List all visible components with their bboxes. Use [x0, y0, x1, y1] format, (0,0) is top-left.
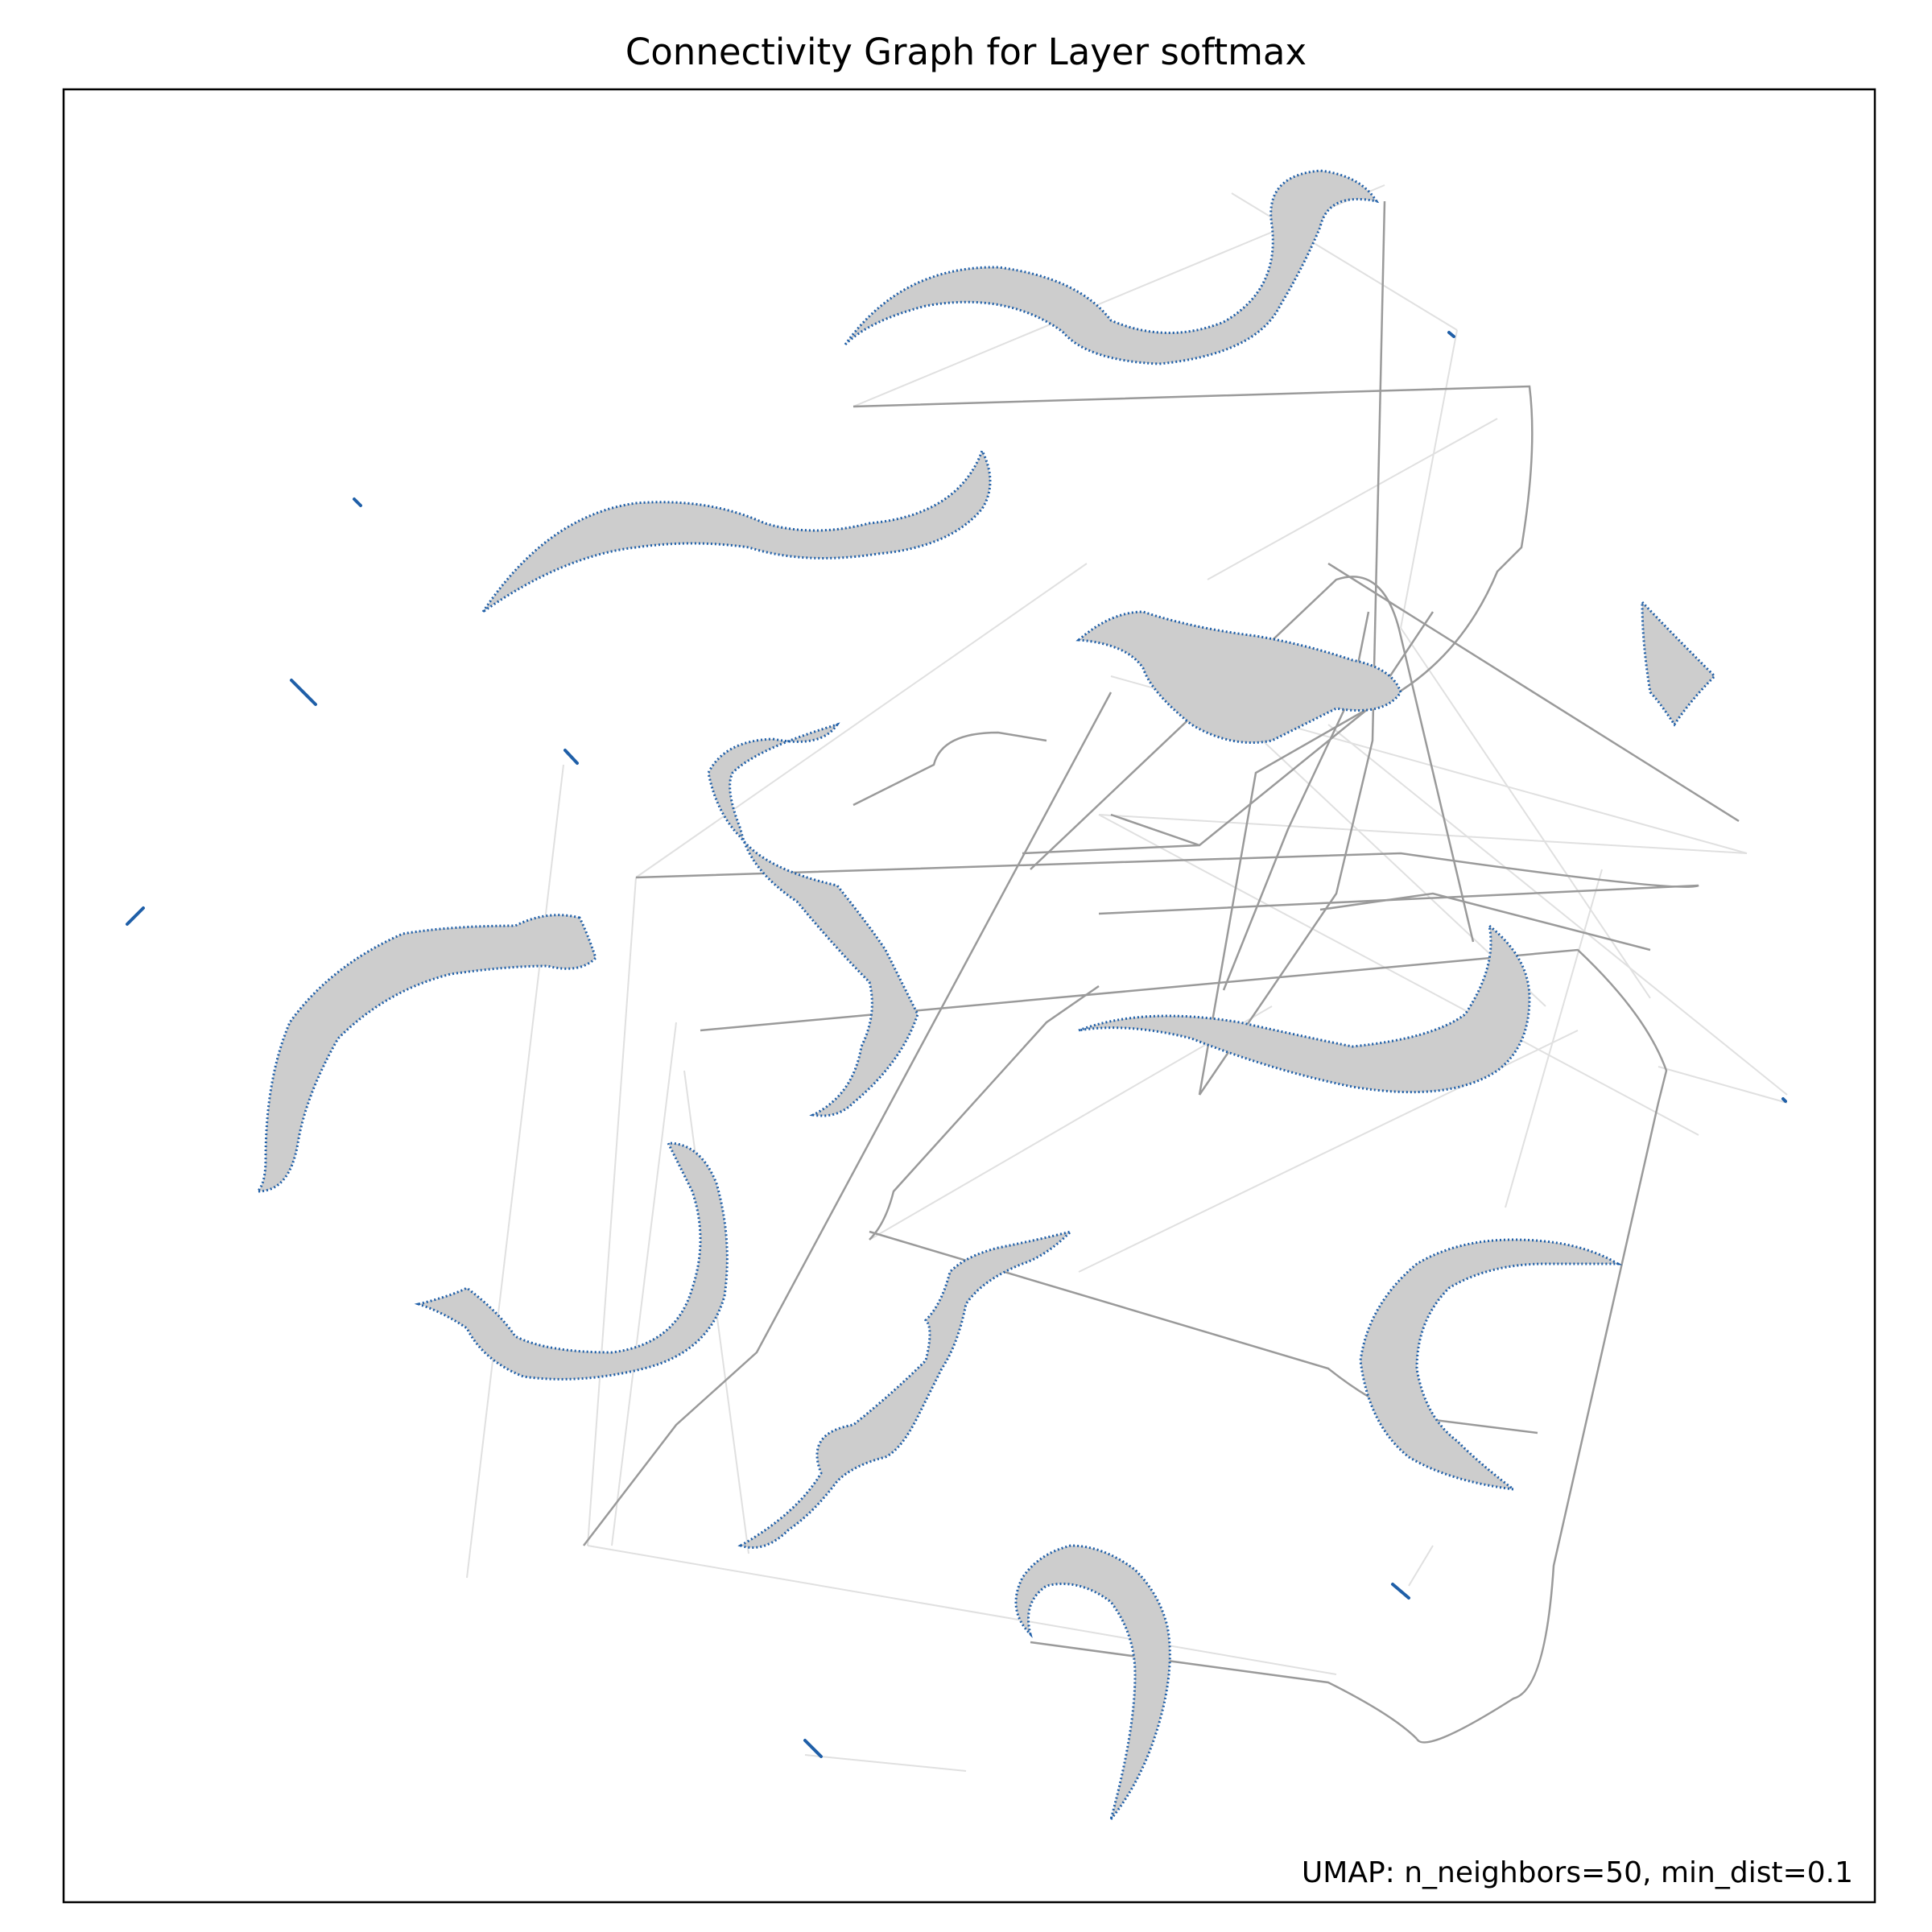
cluster-arc-center-s	[707, 722, 919, 1117]
strong-edges	[583, 200, 1740, 1744]
edge	[1505, 869, 1603, 1208]
point-fragment	[353, 497, 362, 507]
edge-diag-5	[1327, 562, 1740, 823]
edge-diag-9	[1030, 1641, 1418, 1740]
edge-diag-4	[1198, 611, 1435, 1096]
edge	[804, 1754, 967, 1772]
edge	[1207, 418, 1498, 580]
clusters	[254, 169, 1717, 1820]
point-fragments	[126, 331, 1787, 1758]
cluster-arc-center-right-knot	[1075, 610, 1402, 744]
cluster-arc-lower-right	[1359, 1238, 1623, 1492]
cluster-arc-right-middle	[1078, 923, 1531, 1094]
cluster-arc-upper-left	[481, 448, 992, 613]
point-fragment	[290, 679, 317, 706]
edge-loop-mid	[1198, 200, 1386, 1096]
edge	[587, 1545, 1337, 1675]
edge	[635, 563, 1088, 878]
point-fragment	[1781, 1097, 1787, 1103]
edge	[1400, 627, 1651, 999]
edge-diag-2	[852, 731, 1047, 807]
point-fragment	[803, 1739, 823, 1758]
edge-diag-11	[1222, 611, 1370, 991]
edge	[1400, 329, 1458, 629]
cluster-arc-bottom	[1014, 1544, 1171, 1820]
edge-left-frame	[700, 948, 1668, 1744]
edge-diag-1	[583, 691, 1113, 1546]
edge	[1657, 1066, 1788, 1104]
edge	[1098, 814, 1748, 854]
cluster-small-right-triangle	[1641, 599, 1717, 727]
edge-loop-upper	[852, 385, 1534, 847]
edge-diag-3	[1030, 576, 1475, 943]
edge	[587, 877, 637, 1546]
edge	[869, 1005, 1273, 1241]
chart-title: Connectivity Graph for Layer softmax	[625, 31, 1307, 73]
point-fragment	[564, 749, 579, 765]
point-fragment	[1447, 331, 1455, 338]
point-fragment	[126, 906, 145, 926]
cluster-arc-left	[254, 914, 597, 1193]
cluster-arc-lower-left	[414, 1141, 729, 1381]
axes-frame	[62, 88, 1876, 1904]
cluster-arc-top-center	[844, 169, 1380, 365]
cluster-arc-bottom-center	[737, 1229, 1075, 1549]
edge	[1327, 724, 1788, 1096]
point-fragment	[1391, 1583, 1410, 1600]
edge-diag-6	[1022, 844, 1200, 855]
edge	[466, 764, 564, 1579]
edge	[1098, 814, 1699, 1136]
edge	[1408, 1545, 1434, 1587]
umap-parameters-annotation: UMAP: n_neighbors=50, min_dist=0.1	[1302, 1856, 1853, 1889]
edge	[1231, 192, 1458, 331]
edge	[611, 1022, 677, 1546]
faint-edges	[466, 184, 1788, 1772]
edge-diag-10	[1319, 892, 1651, 952]
edge-diag-7	[869, 985, 1100, 1241]
